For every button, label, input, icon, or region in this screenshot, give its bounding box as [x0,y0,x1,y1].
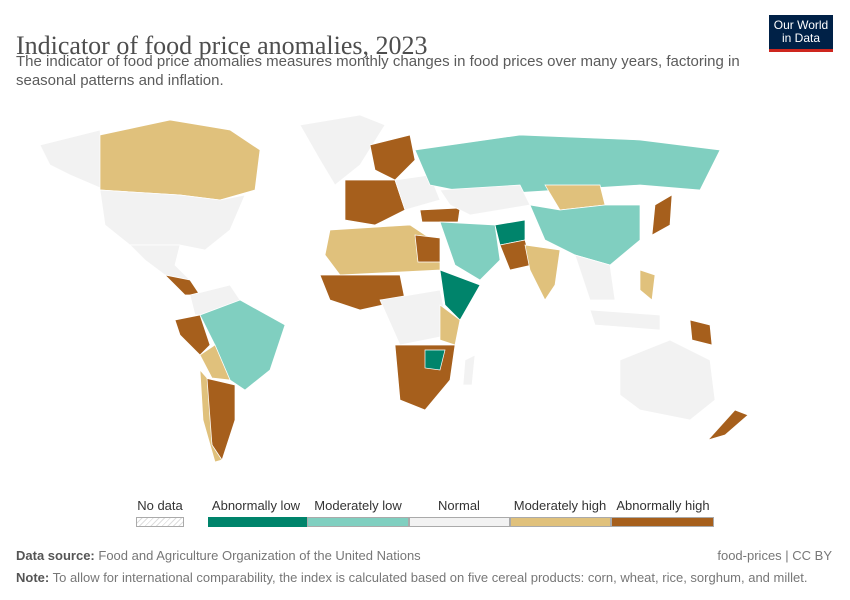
region-india [524,244,561,301]
region-new-zealand [706,409,749,441]
region-canada [99,119,261,201]
region-usa [99,189,246,251]
legend-swatch-moderately-low[interactable] [307,517,409,527]
source-text[interactable]: Food and Agriculture Organization of the… [98,548,421,563]
region-greenland [299,114,386,186]
legend: No data Abnormally low Moderately low No… [0,498,850,538]
legend-swatch-moderately-high[interactable] [510,517,611,527]
legend-label-moderately-low: Moderately low [314,498,402,513]
region-southeast-asia [574,254,616,301]
legend-swatch-abnormally-low[interactable] [208,517,307,527]
region-central-africa [379,289,451,346]
region-middle-east [439,221,501,281]
region-australia [619,339,716,421]
region-zimbabwe [424,349,446,371]
note-text: To allow for international comparability… [52,570,808,585]
legend-swatch-no-data[interactable] [136,517,184,527]
source-label: Data source: [16,548,95,563]
legend-swatch-normal[interactable] [409,517,510,527]
region-papua [689,319,713,346]
legend-label-abnormally-low: Abnormally low [211,498,301,513]
region-kazakhstan [439,184,531,216]
chart-title: Indicator of food price anomalies, 2023 [16,31,428,61]
region-peru [174,314,211,356]
chart-subtitle: The indicator of food price anomalies me… [16,53,740,89]
region-china [529,204,641,266]
region-alaska [39,129,106,191]
region-western-europe [344,179,406,226]
region-bolivia [199,344,231,381]
region-mexico [129,244,192,281]
region-eastern-europe [394,174,441,211]
region-philippines [639,269,656,301]
legend-label-abnormally-high: Abnormally high [616,498,710,513]
legend-swatch-abnormally-high[interactable] [611,517,714,527]
legend-label-moderately-high: Moderately high [513,498,607,513]
region-scandinavia [369,134,416,181]
legend-label-normal: Normal [438,498,480,513]
region-turkey [419,207,461,223]
license[interactable]: food-prices | CC BY [717,548,832,563]
region-chile [199,368,223,463]
note-label: Note: [16,570,50,585]
note: Note: To allow for international compara… [16,570,807,585]
owid-logo[interactable]: Our World in Data [769,15,833,52]
legend-label-no-data: No data [137,498,183,513]
world-map [39,114,749,463]
data-source: Data source: Food and Agriculture Organi… [16,548,421,563]
region-japan [651,194,673,236]
region-madagascar [462,354,476,386]
region-indonesia [589,309,661,331]
region-egypt [414,234,441,263]
